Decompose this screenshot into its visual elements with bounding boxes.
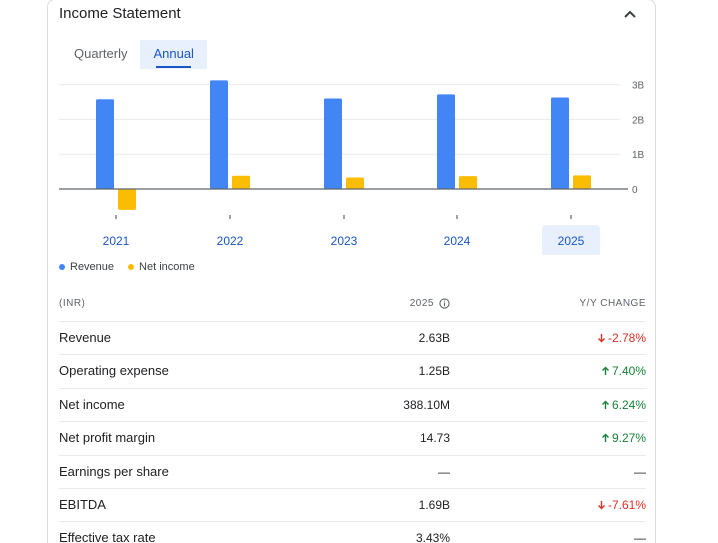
chevron-up-icon — [624, 10, 636, 18]
row-change-value: — — [634, 531, 646, 543]
row-label: Revenue — [59, 330, 112, 345]
row-label: Net income — [59, 396, 125, 412]
row-change: 6.24% — [601, 398, 646, 412]
row-value: 1.25B — [418, 364, 450, 379]
header-year-label: 2025 — [409, 298, 434, 309]
net-income-bar[interactable] — [232, 175, 250, 189]
row-label: Net profit margin — [59, 430, 156, 446]
revenue-bar[interactable] — [551, 97, 569, 189]
row-change: -2.78% — [597, 331, 646, 345]
legend-item-revenue: Revenue — [59, 261, 114, 273]
arrow-down-icon — [597, 334, 605, 343]
row-change-value: 7.40% — [611, 364, 646, 379]
row-value: 1.69B — [418, 497, 450, 512]
row-value: 2.63B — [418, 331, 450, 345]
income-table: (INR) 2025 Y/Y CHANGE Revenue 2.63B -2.78%… — [59, 288, 646, 543]
row-label: Earnings per share — [59, 463, 169, 479]
net-income-bar[interactable] — [573, 175, 591, 189]
table-row: Operating expense 1.25B 7.40% — [59, 354, 646, 387]
info-icon[interactable] — [439, 298, 450, 309]
chart-legend: Revenue Net income — [59, 261, 195, 273]
row-label: Effective tax rate — [59, 530, 156, 543]
selected-year-highlight — [542, 225, 600, 255]
arrow-up-icon — [601, 433, 609, 443]
table-row: Earnings per share — — — [59, 454, 646, 488]
card-title: Income Statement — [59, 5, 181, 22]
net-income-bar[interactable] — [459, 176, 477, 189]
row-change: — — [634, 531, 646, 543]
tab-quarterly[interactable]: Quarterly — [74, 46, 128, 61]
revenue-bar[interactable] — [437, 94, 455, 189]
row-change: 7.40% — [601, 364, 646, 378]
x-tick-label-2023[interactable]: 2023 — [331, 234, 358, 248]
tab-annual[interactable]: Annual — [140, 40, 207, 69]
revenue-bar[interactable] — [210, 80, 228, 189]
row-change-value: 9.27% — [611, 431, 646, 446]
revenue-bar[interactable] — [96, 99, 114, 189]
header-year: 2025 — [410, 298, 450, 309]
x-tick-label-2021[interactable]: 2021 — [103, 234, 130, 248]
row-change: 9.27% — [601, 431, 646, 445]
period-tabs: Quarterly Annual — [61, 40, 207, 69]
legend-label-revenue: Revenue — [70, 261, 115, 273]
card-header: Income Statement — [59, 4, 645, 26]
arrow-down-icon — [597, 500, 605, 510]
x-tick-label-2022[interactable]: 2022 — [217, 234, 244, 248]
table-row: Net profit margin 14.73 9.27% — [59, 421, 646, 454]
y-tick-label: 3B — [632, 81, 645, 92]
net-income-bar[interactable] — [118, 189, 136, 210]
table-row: EBITDA 1.69B -7.61% — [59, 487, 646, 521]
x-tick-label-2025[interactable]: 2025 — [558, 234, 585, 248]
table-row: Net income 388.10M 6.24% — [59, 387, 646, 421]
arrow-up-icon — [601, 400, 609, 409]
income-statement-card: Income Statement Quarterly Annual 0 1B 2B 3… — [47, 0, 656, 543]
y-tick-label: 2B — [632, 115, 645, 126]
row-change-value: — — [634, 464, 646, 479]
arrow-up-icon — [601, 366, 609, 376]
table-header: (INR) 2025 Y/Y CHANGE — [59, 288, 646, 321]
row-value: 388.10M — [403, 397, 450, 412]
row-change-value: 6.24% — [611, 397, 646, 412]
net-income-bar[interactable] — [346, 177, 364, 189]
x-tick-label-2024[interactable]: 2024 — [444, 234, 471, 248]
header-currency: (INR) — [59, 298, 86, 309]
revenue-legend-dot — [59, 264, 65, 270]
income-chart: 0 1B 2B 3B 2021 2022 2023 2024 2025 — [59, 80, 645, 255]
row-change-value: -7.61% — [607, 497, 646, 512]
table-row: Effective tax rate 3.43% — — [59, 521, 646, 543]
table-row: Revenue 2.63B -2.78% — [59, 321, 646, 354]
row-value: — — [438, 464, 450, 479]
legend-item-net-income: Net income — [128, 261, 195, 273]
row-label: EBITDA — [59, 496, 106, 512]
row-change: -7.61% — [597, 498, 646, 512]
net-income-legend-dot — [128, 264, 135, 270]
y-tick-label: 0 — [632, 185, 638, 196]
row-change-value: -2.78% — [607, 331, 646, 345]
table-body: Revenue 2.63B -2.78% Operating expense 1.25B… — [59, 321, 646, 543]
revenue-bar[interactable] — [324, 98, 342, 189]
header-yoy-change: Y/Y CHANGE — [579, 298, 646, 309]
row-label: Operating expense — [59, 363, 169, 379]
row-value: 14.73 — [419, 431, 450, 446]
collapse-button[interactable] — [619, 4, 641, 26]
y-tick-label: 1B — [632, 150, 645, 161]
row-change: — — [634, 465, 646, 479]
row-value: 3.43% — [415, 531, 450, 543]
legend-label-net-income: Net income — [139, 261, 195, 273]
